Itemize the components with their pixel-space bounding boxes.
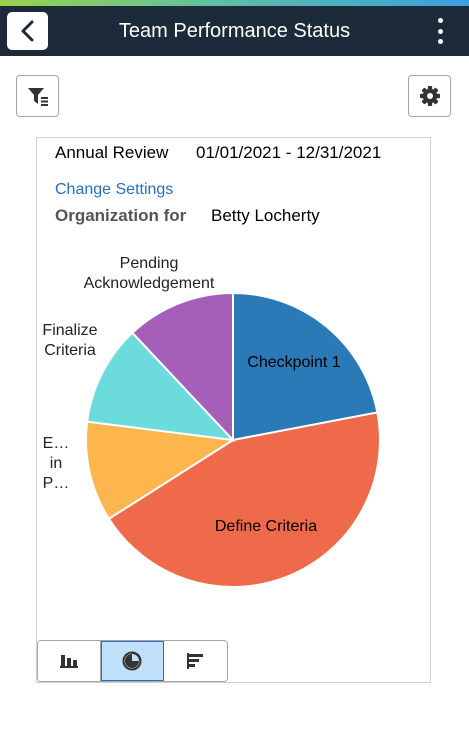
pie-chart-view-button[interactable] — [101, 641, 164, 681]
change-settings-link[interactable]: Change Settings — [55, 181, 174, 198]
pie-slice-label: Checkpoint 1 — [247, 354, 340, 371]
chart-view-switch — [37, 640, 228, 682]
pie-slice-label: Pending Acknowledgement — [84, 255, 215, 292]
filter-button[interactable] — [16, 75, 59, 117]
pie-slice[interactable] — [85, 420, 236, 521]
organization-label: Organization for — [55, 206, 187, 225]
review-dates: 01/01/2021 - 12/31/2021 — [196, 143, 382, 162]
chevron-left-icon — [21, 20, 33, 42]
pie-slice-label: Finalize Criteria — [42, 322, 97, 359]
organization-name: Betty Locherty — [211, 206, 320, 225]
bar-chart-icon — [60, 655, 78, 668]
gear-icon — [419, 86, 440, 106]
top-accent-strip — [0, 0, 469, 6]
pie-slice[interactable] — [232, 291, 379, 442]
kebab-menu-icon[interactable] — [428, 16, 452, 46]
chart-card — [36, 137, 431, 683]
filter-icon — [27, 88, 48, 106]
pie-slice[interactable] — [130, 291, 234, 443]
status-pie-chart: Checkpoint 1 Define Criteria E… in P… Finaliz… — [42, 255, 381, 588]
settings-button[interactable] — [408, 75, 451, 117]
header-bar: Team Performance Status — [0, 6, 469, 56]
pie-chart-icon — [122, 651, 142, 671]
pie-slice[interactable] — [86, 331, 236, 442]
horizontal-bar-chart-view-button[interactable] — [164, 641, 227, 681]
back-button[interactable] — [7, 12, 48, 50]
horizontal-bar-chart-icon — [186, 653, 203, 669]
review-label: Annual Review — [55, 143, 169, 162]
pie-slice[interactable] — [107, 411, 381, 588]
pie-slice-label: E… in P… — [43, 435, 70, 492]
bar-chart-view-button[interactable] — [38, 641, 101, 681]
pie-slice-label: Define Criteria — [215, 518, 317, 535]
page-title: Team Performance Status — [118, 20, 351, 42]
